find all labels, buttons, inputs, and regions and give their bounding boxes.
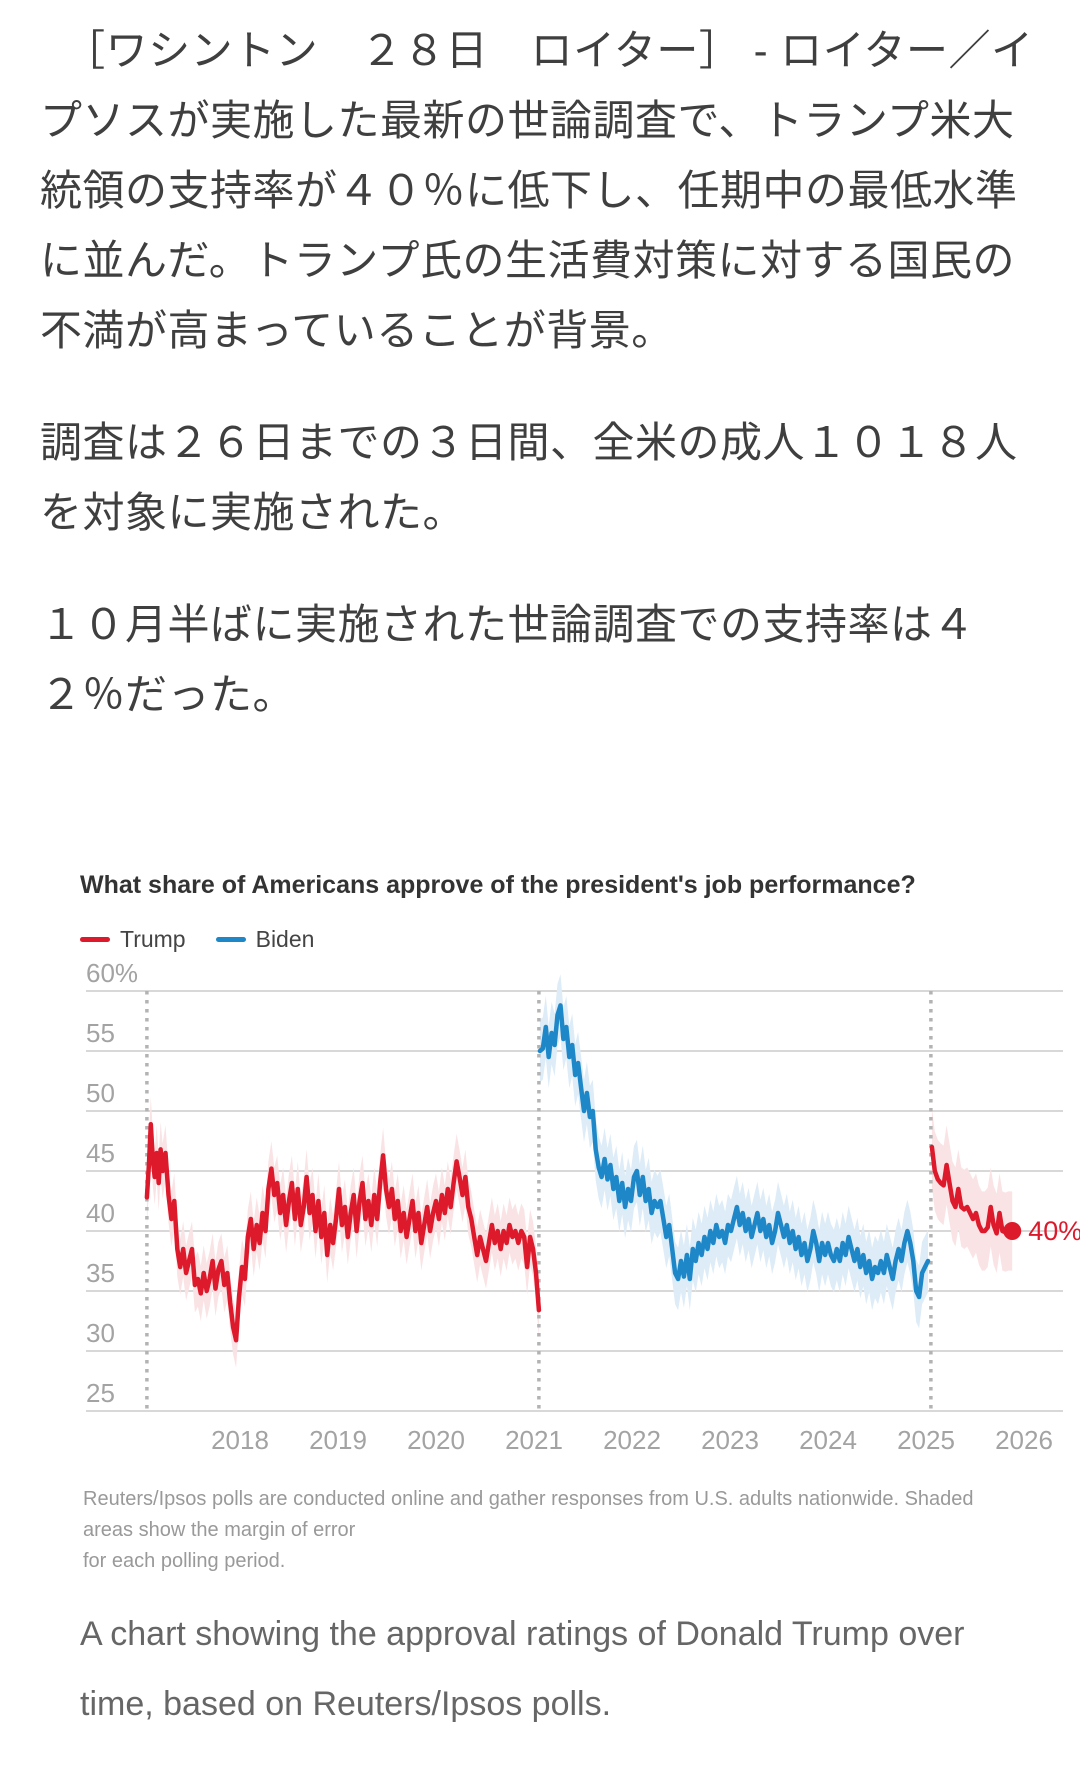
y-axis-label-40: 40 [86,1198,115,1228]
legend-label-trump: Trump [120,925,186,952]
approval-line-0 [144,1121,542,1343]
moe-band-2 [931,1107,1013,1273]
y-axis-label-45: 45 [86,1138,115,1168]
x-axis-label-2024: 2024 [799,1425,857,1455]
x-axis-label-2022: 2022 [603,1425,661,1455]
chart-legend: Trump Biden [80,926,1040,952]
x-axis-label-2021: 2021 [505,1425,563,1455]
y-axis-label-55: 55 [86,1018,115,1048]
x-axis-label-2019: 2019 [309,1425,367,1455]
latest-value-label: 40% [1028,1216,1080,1246]
x-axis-label-2026: 2026 [995,1425,1053,1455]
approval-chart-block: What share of Americans approve of the p… [40,870,1080,1577]
chart-footnote-line-2: for each polling period. [83,1550,286,1572]
x-axis-label-2018: 2018 [211,1425,269,1455]
y-axis-label-60: 60% [86,958,138,988]
legend-label-biden: Biden [255,925,315,952]
chart-caption: A chart showing the approval ratings of … [80,1599,1000,1739]
article-body: ［ワシントン ２８日 ロイター］ - ロイター／イプソスが実施した最新の世論調査… [40,27,1080,1739]
approval-chart-svg: 60% 55 50 45 40 35 30 25 2018 2019 2020 2021 2022 202… [86,958,1080,1455]
approval-line-2 [929,1144,1015,1236]
biden-line-swatch [215,936,246,942]
x-axis-label-2020: 2020 [407,1425,465,1455]
trump-line-swatch [80,936,110,942]
x-axis-label-2023: 2023 [701,1425,759,1455]
x-axis-label-2025: 2025 [897,1425,955,1455]
moe-band-1 [539,974,928,1329]
y-axis-label-30: 30 [86,1318,115,1348]
chart-caption-line-2: time, based on Reuters/Ipsos polls. [80,1685,612,1723]
legend-item-trump: Trump [80,926,186,953]
approval-line-1 [537,1003,931,1300]
chart-caption-line-1: A chart showing the approval ratings of … [80,1615,965,1653]
y-axis-label-25: 25 [86,1378,115,1408]
y-axis-label-35: 35 [86,1258,115,1288]
y-axis-label-50: 50 [86,1078,115,1108]
article-paragraph-lead: ［ワシントン ２８日 ロイター］ - ロイター／イプソスが実施した最新の世論調査… [40,27,1034,354]
article-paragraph-2: 調査は２６日までの３日間、全米の成人１０１８人を対象に実施された。 [40,419,1018,536]
latest-value-dot [1003,1222,1022,1240]
article-paragraph-3: １０月半ばに実施された世論調査での支持率は４２％だった。 [40,601,976,718]
chart-footnote: Reuters/Ipsos polls are conducted online… [83,1484,1000,1577]
legend-item-biden: Biden [215,925,315,953]
chart-title: What share of Americans approve of the p… [80,871,916,899]
moe-band-0 [146,1096,539,1368]
chart-footnote-line-1: Reuters/Ipsos polls are conducted online… [83,1488,974,1541]
